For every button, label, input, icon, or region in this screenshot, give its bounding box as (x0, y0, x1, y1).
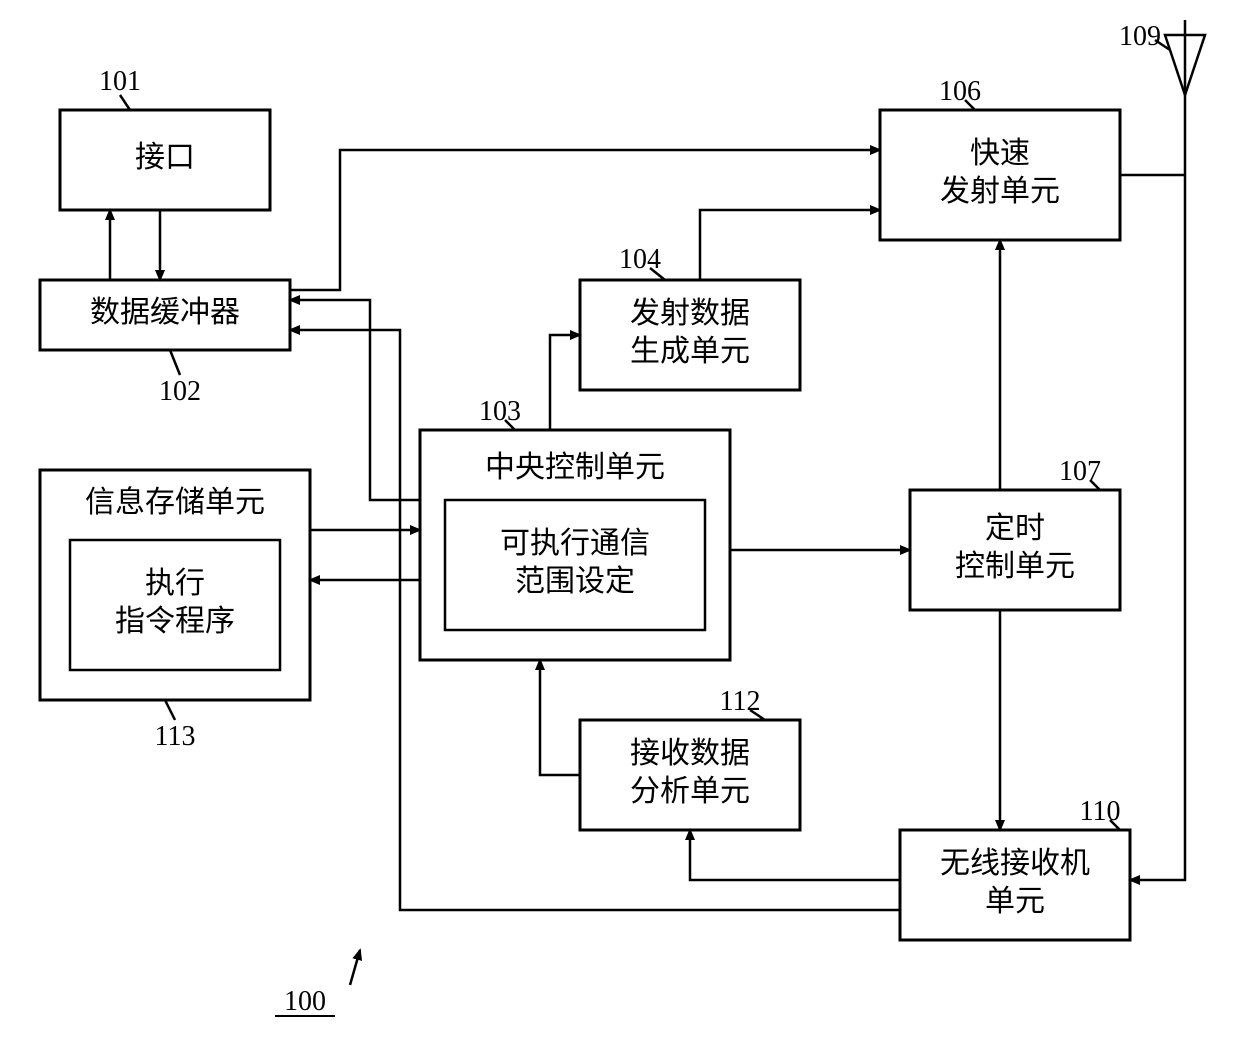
block-label: 指令程序 (115, 605, 235, 638)
wire (165, 700, 175, 720)
main-ref-arrow (350, 950, 360, 985)
block-label: 可执行通信 (500, 527, 650, 560)
wire (170, 350, 180, 375)
block-label: 范围设定 (515, 565, 635, 598)
block-label: 无线接收机 (940, 847, 1090, 880)
block-diagram: 接口 101 数据缓冲器 102 信息存储单元执行指令程序 113 中央控制单元可执行通信范… (0, 0, 1240, 1056)
block-label: 定时 (985, 512, 1045, 545)
wire (290, 330, 900, 910)
wire (290, 150, 880, 290)
block-label: 分析单元 (630, 775, 750, 808)
wire (120, 95, 130, 110)
main-ref-num: 100 (284, 986, 326, 1017)
ref-num: 110 (1080, 796, 1121, 827)
ref-num: 104 (619, 244, 661, 275)
wire (540, 660, 580, 775)
block-label: 生成单元 (630, 335, 750, 368)
block-label: 接收数据 (630, 737, 750, 770)
wire (690, 830, 900, 880)
ref-num: 102 (159, 376, 201, 407)
ref-num: 107 (1059, 456, 1101, 487)
ref-num: 109 (1119, 21, 1161, 52)
block-label: 中央控制单元 (485, 451, 665, 484)
block-label: 快速 (970, 137, 1030, 170)
block-label: 数据缓冲器 (90, 296, 240, 329)
block-label: 发射数据 (630, 297, 750, 330)
ref-num: 101 (99, 66, 141, 97)
ref-num: 112 (720, 686, 761, 717)
block-label: 发射单元 (940, 175, 1060, 208)
block-label: 单元 (985, 885, 1045, 918)
wire (1130, 175, 1185, 880)
ref-num: 106 (939, 76, 981, 107)
block-label: 执行 (145, 567, 205, 600)
block-label: 接口 (135, 141, 195, 174)
ref-num: 103 (479, 396, 521, 427)
wire (700, 210, 880, 280)
block-label: 控制单元 (955, 550, 1075, 583)
wire (550, 335, 580, 430)
ref-num: 113 (155, 721, 196, 752)
block-label: 信息存储单元 (85, 486, 265, 519)
